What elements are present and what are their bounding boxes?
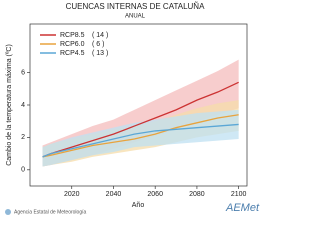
series-line <box>42 114 239 158</box>
legend-runs: ( 13 ) <box>92 50 108 57</box>
x-axis-label: Año <box>132 202 145 209</box>
y-axis-label: Cambio de la temperatura máxima (ºC) <box>6 44 13 166</box>
x-tick-label: 2040 <box>106 191 122 198</box>
x-tick-label: 2020 <box>64 191 80 198</box>
legend-label: RCP6.0 <box>60 41 85 48</box>
y-tick-label: 4 <box>21 102 25 109</box>
legend-runs: ( 6 ) <box>92 41 104 48</box>
y-tick-label: 2 <box>21 134 25 141</box>
x-tick-label: 2100 <box>231 191 247 198</box>
x-tick-label: 2080 <box>189 191 205 198</box>
series-line <box>42 81 239 158</box>
footer: Agencia Estatal de Meteorología <box>14 209 86 215</box>
footer-icon <box>5 209 11 215</box>
chart-title: CUENCAS INTERNAS DE CATALUÑA <box>66 2 206 11</box>
series-line <box>42 123 239 158</box>
chart: CUENCAS INTERNAS DE CATALUÑA ANUAL Cambi… <box>5 2 260 215</box>
x-tick-label: 2060 <box>147 191 163 198</box>
logo: AEMet <box>225 202 260 214</box>
legend-label: RCP8.5 <box>60 32 85 39</box>
chart-subtitle: ANUAL <box>125 14 146 20</box>
legend-label: RCP4.5 <box>60 50 85 57</box>
legend-runs: ( 14 ) <box>92 32 108 39</box>
y-tick-label: 6 <box>21 69 25 76</box>
y-tick-label: 0 <box>21 167 25 174</box>
